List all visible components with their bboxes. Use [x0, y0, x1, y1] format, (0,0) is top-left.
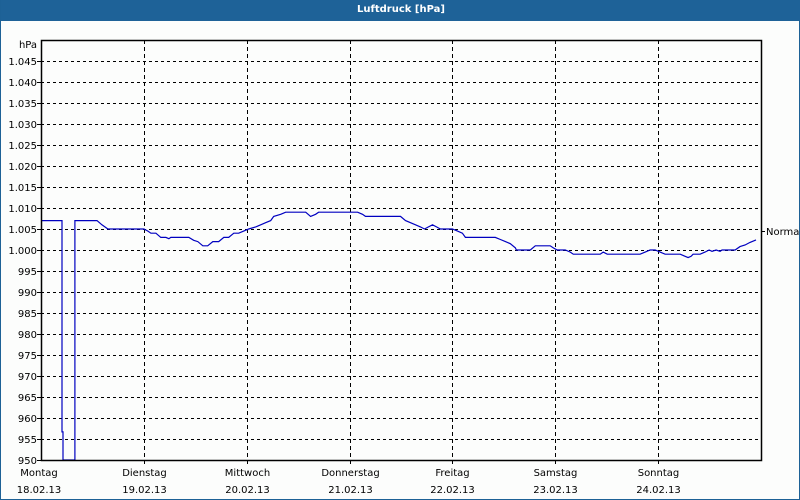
y-tick-label: 1.025 — [8, 141, 37, 152]
y-tick-label: 1.015 — [8, 183, 37, 194]
x-day-label: Sonntag — [638, 468, 680, 479]
y-axis-unit: hPa — [19, 40, 37, 51]
y-tick-label: 1.020 — [8, 162, 37, 173]
x-day-label: Samstag — [534, 468, 578, 479]
normal-label: Normal — [766, 227, 800, 238]
x-day-label: Montag — [20, 468, 57, 479]
y-tick-label: 1.035 — [8, 99, 37, 110]
x-day-label: Mittwoch — [225, 468, 270, 479]
y-tick-label: 990 — [18, 288, 37, 299]
y-tick-label: 975 — [18, 351, 37, 362]
y-tick-label: 950 — [18, 456, 37, 467]
y-tick-label: 955 — [18, 435, 37, 446]
x-date-label: 24.02.13 — [636, 485, 681, 496]
x-day-label: Donnerstag — [321, 468, 379, 479]
x-date-label: 20.02.13 — [225, 485, 270, 496]
chart-title: Luftdruck [hPa] — [1, 0, 800, 21]
y-tick-label: 1.045 — [8, 57, 37, 68]
x-day-label: Dienstag — [122, 468, 167, 479]
grid-lines — [41, 40, 761, 460]
normal-marker: Normal — [761, 227, 800, 238]
y-tick-label: 965 — [18, 393, 37, 404]
y-tick-label: 960 — [18, 414, 37, 425]
y-tick-label: 1.030 — [8, 120, 37, 131]
plot-frame — [40, 39, 763, 462]
x-day-label: Freitag — [435, 468, 469, 479]
y-tick-label: 1.010 — [8, 204, 37, 215]
x-date-label: 19.02.13 — [122, 485, 167, 496]
y-tick-label: 1.000 — [8, 246, 37, 257]
x-date-label: 22.02.13 — [430, 485, 475, 496]
y-tick-label: 980 — [18, 330, 37, 341]
x-date-label: 21.02.13 — [328, 485, 373, 496]
x-date-label: 18.02.13 — [17, 485, 62, 496]
x-date-label: 23.02.13 — [533, 485, 578, 496]
y-axis: hPa 1.045 1.040 1.035 1.030 1.025 1.020 1.015 1… — [8, 40, 41, 467]
y-tick-label: 1.040 — [8, 78, 37, 89]
y-tick-label: 1.005 — [8, 225, 37, 236]
y-tick-label: 985 — [18, 309, 37, 320]
x-axis: Montag 18.02.13 Dienstag 19.02.13 Mittwoch 20… — [17, 460, 681, 496]
y-tick-label: 970 — [18, 372, 37, 383]
y-tick-label: 995 — [18, 267, 37, 278]
pressure-series-line — [41, 211, 757, 461]
